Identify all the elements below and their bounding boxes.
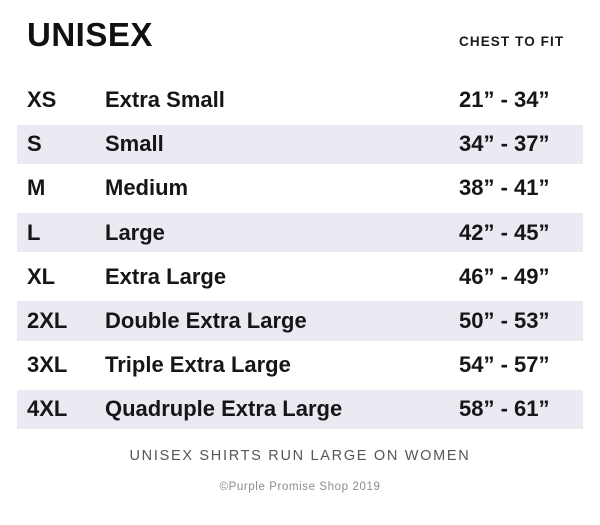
size-name: Small — [105, 131, 164, 157]
chest-to-fit-column-header: CHEST TO FIT — [459, 33, 565, 49]
size-code: 2XL — [27, 308, 68, 334]
size-range: 58” - 61” — [459, 396, 550, 422]
size-range: 34” - 37” — [459, 131, 550, 157]
size-code: L — [27, 219, 41, 245]
size-range: 21” - 34” — [459, 87, 550, 113]
table-row: M Medium 38” - 41” — [17, 166, 583, 210]
table-row: 2XL Double Extra Large 50” - 53” — [17, 299, 583, 343]
chart-header: UNISEX CHEST TO FIT — [17, 0, 583, 78]
fit-note: UNISEX SHIRTS RUN LARGE ON WOMEN — [129, 447, 471, 464]
size-name: Medium — [105, 175, 189, 201]
page-title: UNISEX — [27, 16, 153, 53]
size-name: Triple Extra Large — [105, 352, 291, 378]
size-range: 46” - 49” — [459, 263, 550, 289]
size-code: XL — [27, 263, 56, 289]
size-name: Double Extra Large — [105, 308, 307, 334]
table-row: S Small 34” - 37” — [17, 122, 583, 166]
size-table: XS Extra Small 21” - 34” S Small 34” - 3… — [0, 78, 600, 432]
table-row: L Large 42” - 45” — [17, 211, 583, 255]
size-name: Large — [105, 219, 165, 245]
size-name: Quadruple Extra Large — [105, 396, 343, 422]
size-range: 42” - 45” — [459, 219, 550, 245]
size-range: 38” - 41” — [459, 175, 550, 201]
size-range: 54” - 57” — [459, 352, 550, 378]
size-code: S — [27, 131, 42, 157]
table-row: XL Extra Large 46” - 49” — [17, 255, 583, 299]
size-code: 4XL — [27, 396, 68, 422]
size-code: M — [27, 175, 46, 201]
size-code: 3XL — [27, 352, 68, 378]
size-name: Extra Large — [105, 263, 227, 289]
size-name: Extra Small — [105, 87, 225, 113]
size-code: XS — [27, 87, 57, 113]
copyright-text: ©Purple Promise Shop 2019 — [219, 480, 381, 493]
table-row: 3XL Triple Extra Large 54” - 57” — [17, 343, 583, 387]
size-range: 50” - 53” — [459, 308, 550, 334]
table-row: 4XL Quadruple Extra Large 58” - 61” — [17, 387, 583, 431]
table-row: XS Extra Small 21” - 34” — [17, 78, 583, 122]
